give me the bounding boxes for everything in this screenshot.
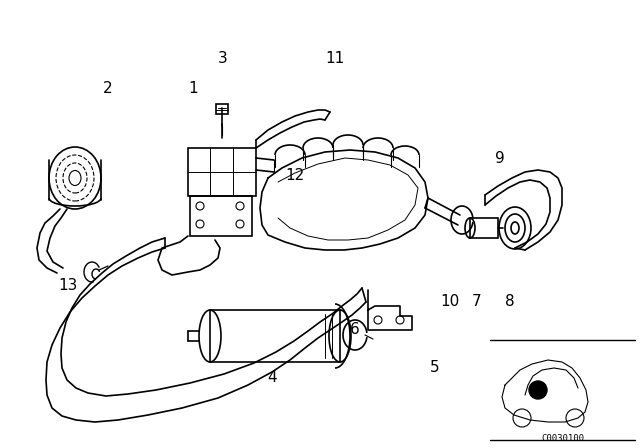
Text: 4: 4 (267, 370, 277, 385)
Text: 12: 12 (285, 168, 305, 182)
Bar (188, 148, 256, 196)
Circle shape (529, 381, 547, 399)
Text: 7: 7 (472, 294, 482, 310)
Text: 3: 3 (218, 51, 228, 65)
Text: 9: 9 (495, 151, 505, 165)
Text: 6: 6 (350, 323, 360, 337)
Bar (190, 196, 252, 236)
Bar (470, 218, 498, 238)
Text: 11: 11 (325, 51, 344, 65)
Text: C0030100: C0030100 (541, 434, 584, 443)
Bar (216, 104, 228, 114)
Text: 10: 10 (440, 294, 460, 310)
Text: 13: 13 (58, 277, 77, 293)
Text: 2: 2 (103, 81, 113, 95)
Text: 5: 5 (430, 361, 440, 375)
Text: 8: 8 (505, 294, 515, 310)
Text: 1: 1 (188, 81, 198, 95)
Bar (210, 310, 340, 362)
